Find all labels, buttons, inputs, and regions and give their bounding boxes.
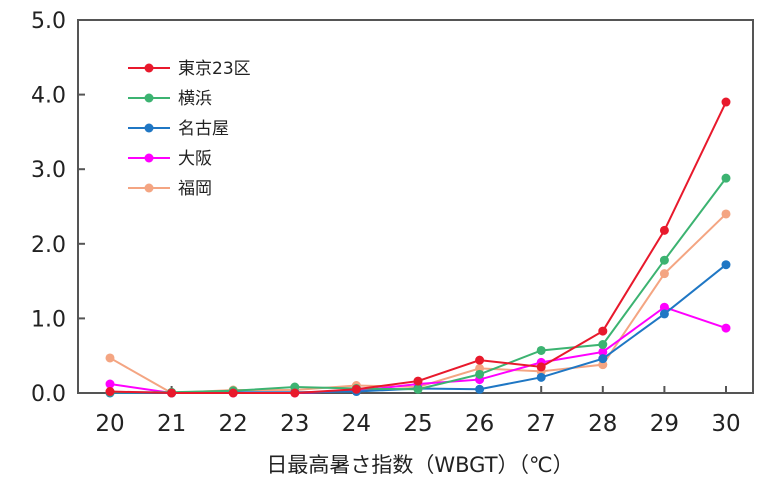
legend-label: 横浜 (178, 89, 212, 109)
data-point (598, 340, 608, 350)
legend-item: 東京23区 (128, 59, 251, 79)
data-point (475, 355, 485, 365)
data-point (536, 345, 546, 355)
data-point (598, 347, 608, 357)
legend-swatch-marker (144, 183, 154, 193)
x-axis-label: 日最高暑さ指数（WBGT）（℃） (266, 453, 573, 477)
data-point (475, 384, 485, 394)
legend-label: 大阪 (178, 149, 212, 169)
x-tick-label: 22 (219, 411, 248, 437)
legend-swatch-marker (144, 63, 154, 73)
data-point (413, 376, 423, 386)
x-tick-label: 24 (342, 411, 371, 437)
legend-label: 名古屋 (178, 119, 229, 139)
legend-swatch-marker (144, 153, 154, 163)
legend-item: 名古屋 (128, 119, 229, 139)
data-point (721, 209, 731, 219)
data-point (659, 302, 669, 312)
x-tick-label: 27 (527, 411, 556, 437)
x-tick-label: 23 (280, 411, 309, 437)
y-tick-label: 3.0 (31, 158, 66, 183)
data-point (536, 372, 546, 382)
data-point (290, 388, 300, 398)
series-line (109, 101, 727, 394)
legend-swatch-marker (144, 93, 154, 103)
data-point (659, 309, 669, 319)
legend-item: 大阪 (128, 149, 212, 169)
y-tick-label: 0.0 (31, 382, 66, 407)
legend-item: 福岡 (128, 179, 212, 199)
series-5 (105, 209, 731, 398)
x-tick-label: 30 (711, 411, 740, 437)
legend-swatch-marker (144, 123, 154, 133)
series-1 (105, 97, 731, 398)
series-line (110, 177, 727, 394)
y-tick-label: 5.0 (31, 9, 66, 34)
legend-label: 東京23区 (178, 59, 251, 79)
data-point (167, 388, 177, 398)
data-point (721, 260, 731, 270)
x-tick-label: 29 (650, 411, 679, 437)
data-point (351, 384, 361, 394)
x-tick-label: 26 (465, 411, 494, 437)
data-point (475, 369, 485, 379)
x-tick-label: 25 (403, 411, 432, 437)
data-point (721, 173, 731, 183)
x-tick-label: 28 (588, 411, 617, 437)
x-tick-label: 20 (95, 411, 124, 437)
series-2 (105, 173, 731, 397)
x-tick-label: 21 (157, 411, 186, 437)
data-point (659, 225, 669, 235)
y-tick-label: 4.0 (31, 84, 66, 109)
data-point (105, 379, 115, 389)
data-point (659, 255, 669, 265)
data-point (659, 269, 669, 279)
y-tick-label: 1.0 (31, 307, 66, 332)
data-point (228, 388, 238, 398)
data-point (598, 326, 608, 336)
data-point (598, 354, 608, 364)
data-point (413, 384, 423, 394)
data-point (721, 323, 731, 333)
data-point (105, 353, 115, 363)
y-tick-label: 2.0 (31, 233, 66, 258)
data-point (105, 387, 115, 397)
legend-item: 横浜 (128, 89, 212, 109)
data-point (536, 362, 546, 372)
data-point (721, 97, 731, 107)
legend-label: 福岡 (178, 179, 212, 199)
